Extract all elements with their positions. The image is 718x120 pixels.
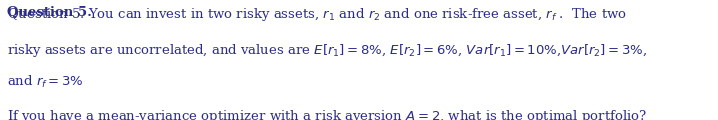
Text: risky assets are uncorrelated, and values are $E[r_1] = 8\%$, $E[r_2] = 6\%$, $V: risky assets are uncorrelated, and value… xyxy=(7,42,648,59)
Text: and $r_f = 3\%$: and $r_f = 3\%$ xyxy=(7,74,84,90)
Text: Question 5. You can invest in two risky assets, $r_1$ and $r_2$ and one risk-fre: Question 5. You can invest in two risky … xyxy=(7,6,627,23)
Text: If you have a mean-variance optimizer with a risk aversion $A = 2$, what is the : If you have a mean-variance optimizer wi… xyxy=(7,108,648,120)
Text: Question 5.: Question 5. xyxy=(7,6,92,19)
